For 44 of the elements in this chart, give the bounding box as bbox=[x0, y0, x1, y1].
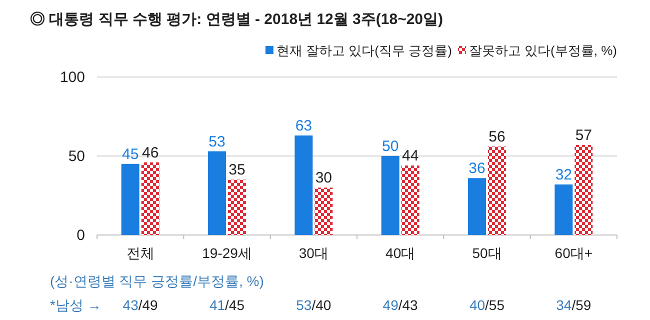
data-label: 56 bbox=[488, 128, 506, 146]
text: 34/59 bbox=[556, 297, 592, 313]
text: 43/49 bbox=[122, 297, 158, 313]
text: *남성 → bbox=[50, 297, 102, 313]
data-label: 46 bbox=[142, 144, 159, 162]
x-tick-label: 30대 bbox=[298, 245, 328, 261]
legend-label: 현재 잘하고 있다(직무 긍정률) bbox=[276, 43, 452, 58]
bar bbox=[314, 188, 333, 235]
legend-label: 잘못하고 있다(부정률, %) bbox=[468, 43, 617, 58]
chart-title: ◎ 대통령 직무 수행 평가: 연령별 - 2018년 12월 3주(18~20일) bbox=[30, 11, 444, 28]
data-label: 30 bbox=[315, 170, 332, 187]
bar bbox=[381, 156, 400, 235]
bar bbox=[208, 151, 226, 235]
bar bbox=[401, 165, 420, 235]
data-label: 63 bbox=[295, 117, 312, 134]
bar bbox=[468, 178, 486, 235]
data-label: 57 bbox=[575, 126, 592, 144]
y-tick-label: 0 bbox=[76, 227, 85, 244]
text: (성·연령별 직무 긍정률/부정률, %) bbox=[50, 273, 264, 289]
data-label: 53 bbox=[208, 133, 226, 150]
x-tick-label: 19-29세 bbox=[202, 245, 252, 261]
bar bbox=[574, 144, 593, 235]
x-tick-label: 50대 bbox=[472, 245, 502, 261]
data-label: 32 bbox=[555, 166, 572, 184]
data-label: 35 bbox=[228, 162, 246, 179]
x-tick-label: 40대 bbox=[386, 245, 416, 261]
text: 49/43 bbox=[382, 297, 418, 313]
x-tick-label: 60대+ bbox=[554, 245, 593, 261]
bar bbox=[228, 180, 246, 235]
bar bbox=[488, 146, 506, 235]
data-label: 45 bbox=[122, 146, 139, 163]
text: 41/45 bbox=[209, 297, 245, 313]
data-label: 36 bbox=[468, 160, 486, 178]
bar bbox=[294, 135, 313, 235]
bar bbox=[554, 184, 573, 235]
bar bbox=[121, 164, 140, 235]
data-label: 44 bbox=[402, 147, 419, 164]
text: 53/40 bbox=[296, 297, 332, 313]
bar bbox=[141, 162, 160, 235]
y-tick-label: 100 bbox=[60, 69, 85, 86]
text: 40/55 bbox=[469, 297, 505, 313]
y-tick-label: 50 bbox=[68, 148, 85, 165]
data-label: 50 bbox=[382, 138, 399, 155]
x-tick-label: 전체 bbox=[126, 245, 154, 261]
